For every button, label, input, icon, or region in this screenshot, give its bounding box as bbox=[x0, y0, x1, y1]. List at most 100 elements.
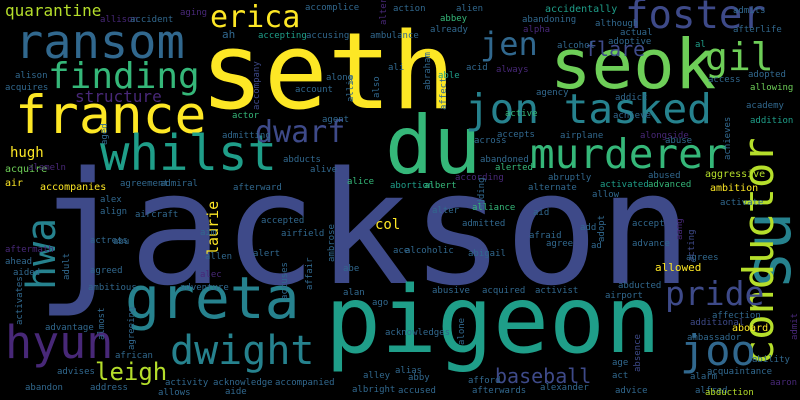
word: abusive bbox=[432, 286, 470, 296]
word: alerted bbox=[495, 163, 533, 173]
word: admitted bbox=[462, 219, 505, 229]
word: afraid bbox=[529, 231, 562, 241]
word: accidentally bbox=[545, 4, 617, 15]
word: joo bbox=[680, 326, 756, 375]
word: activist bbox=[535, 286, 578, 296]
word: alcoholic bbox=[405, 246, 454, 256]
word: allowing bbox=[750, 83, 793, 93]
word: act bbox=[612, 371, 628, 381]
word: aggressive bbox=[705, 169, 765, 180]
word: albright bbox=[352, 385, 395, 395]
word: alameln bbox=[28, 163, 66, 173]
word: agrees bbox=[686, 253, 719, 263]
word: alters bbox=[379, 0, 389, 25]
word: aftermath bbox=[5, 245, 54, 255]
word: according bbox=[455, 173, 504, 183]
word: alice bbox=[347, 177, 374, 187]
word: adventure bbox=[180, 283, 229, 293]
word: account bbox=[295, 85, 333, 95]
word: achieve bbox=[613, 111, 651, 121]
word: addict bbox=[615, 93, 648, 103]
word: alpha bbox=[523, 25, 550, 35]
word: aided bbox=[13, 268, 40, 278]
word: aboard bbox=[732, 323, 768, 334]
word: airport bbox=[605, 291, 643, 301]
word: abigail bbox=[468, 249, 506, 259]
word: add bbox=[580, 223, 596, 233]
word: accusing bbox=[306, 31, 349, 41]
word: abandoned bbox=[480, 155, 529, 165]
word: ambrose bbox=[327, 224, 337, 262]
word: afterwards bbox=[472, 386, 526, 396]
word: adoptive bbox=[608, 37, 651, 47]
word: ace bbox=[393, 246, 409, 256]
word: acknowledge bbox=[213, 378, 273, 388]
word: conductor bbox=[734, 137, 783, 365]
word: hugh bbox=[10, 145, 44, 161]
word: acquired bbox=[482, 286, 525, 296]
word: affect bbox=[439, 77, 449, 110]
word: abducted bbox=[618, 281, 661, 291]
word: flare bbox=[585, 37, 645, 61]
word: alias bbox=[395, 366, 422, 376]
word: already bbox=[430, 25, 469, 35]
word: jackson bbox=[35, 138, 692, 320]
word: achieves bbox=[723, 117, 733, 160]
word: afford bbox=[468, 376, 501, 386]
word: active bbox=[505, 109, 538, 119]
word: abbey bbox=[440, 14, 468, 24]
word: alexander bbox=[540, 383, 589, 393]
word: allison bbox=[100, 15, 138, 25]
word: alter bbox=[432, 206, 460, 216]
word: ad bbox=[591, 241, 602, 251]
word: dwarf bbox=[255, 115, 345, 150]
word: actor bbox=[232, 111, 260, 121]
word: laurie bbox=[204, 201, 222, 255]
word: abroad bbox=[765, 0, 798, 3]
word: al bbox=[695, 40, 706, 50]
word: quarantine bbox=[5, 1, 101, 20]
word: agreement bbox=[120, 179, 169, 189]
word: abandoning bbox=[522, 15, 576, 25]
word: allen bbox=[205, 252, 232, 262]
word: col bbox=[375, 217, 400, 233]
word: allow bbox=[592, 190, 620, 200]
word: aang bbox=[675, 218, 685, 240]
word: seok bbox=[550, 25, 716, 105]
word: access bbox=[708, 75, 741, 85]
word: abuse bbox=[665, 136, 692, 146]
word: advance bbox=[632, 239, 670, 249]
word: advises bbox=[57, 367, 95, 377]
word: alley bbox=[363, 371, 391, 381]
word: agreed bbox=[90, 266, 123, 276]
word: aging bbox=[180, 8, 207, 18]
word: accepting bbox=[258, 31, 307, 41]
word: acquire bbox=[5, 164, 47, 175]
word: agent bbox=[322, 115, 349, 125]
word: admit bbox=[790, 313, 800, 340]
word: airplane bbox=[560, 131, 603, 141]
word: adding bbox=[477, 177, 487, 210]
word: african bbox=[115, 351, 153, 361]
word: academy bbox=[746, 101, 785, 111]
word: aim bbox=[200, 228, 216, 238]
word: agreeing bbox=[127, 307, 137, 350]
word: able bbox=[438, 71, 460, 81]
word: abby bbox=[408, 373, 430, 383]
word: accuses bbox=[280, 262, 290, 300]
word: agency bbox=[536, 88, 569, 98]
word: abduction bbox=[705, 388, 754, 398]
word: ransom bbox=[15, 15, 185, 70]
word: action bbox=[393, 4, 426, 14]
word: acquires bbox=[5, 83, 48, 93]
word: actual bbox=[620, 28, 653, 38]
word: abu bbox=[113, 237, 129, 247]
word: abandon bbox=[25, 383, 63, 393]
word: alison bbox=[15, 71, 48, 81]
word: du bbox=[385, 99, 481, 192]
word: afterlife bbox=[733, 25, 782, 35]
word: ambassador bbox=[687, 333, 742, 343]
word: admiral bbox=[160, 179, 198, 189]
word: affection bbox=[712, 311, 761, 321]
word: hwa bbox=[19, 218, 65, 290]
